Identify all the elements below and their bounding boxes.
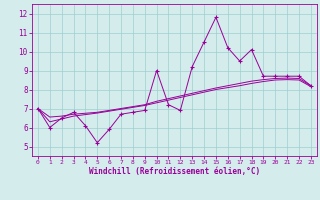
X-axis label: Windchill (Refroidissement éolien,°C): Windchill (Refroidissement éolien,°C) [89, 167, 260, 176]
